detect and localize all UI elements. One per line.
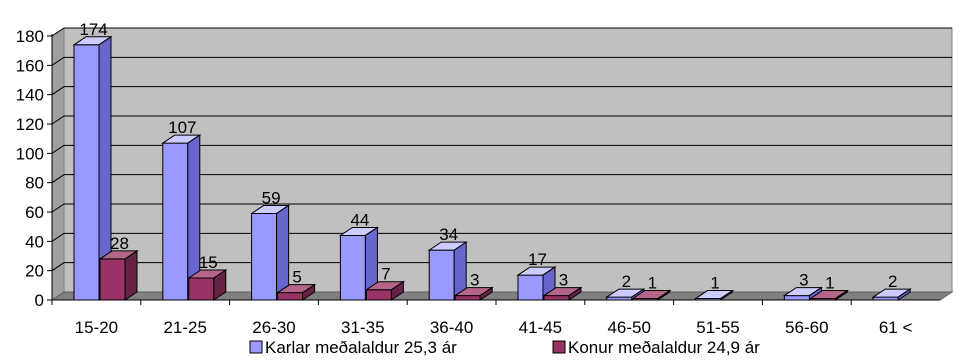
bar [453, 286, 494, 301]
data-label: 107 [168, 118, 196, 137]
x-category-label: 61 < [879, 318, 913, 337]
gridline [51, 262, 952, 272]
data-label: 3 [559, 271, 568, 290]
bar [98, 249, 139, 301]
bar [187, 269, 228, 301]
gridlines [51, 27, 952, 272]
legend: Karlar meðalaldur 25,3 ár Konur meðalald… [249, 338, 760, 357]
bar [542, 286, 583, 301]
x-axis-category-labels: 15-20 21-25 26-30 31-35 36-40 41-45 46-50 51-55… [51, 300, 913, 337]
bar [693, 289, 735, 301]
data-label: 174 [79, 20, 107, 39]
bar [338, 226, 380, 301]
bar [161, 134, 202, 301]
y-tick-label: 180 [16, 27, 44, 46]
gridline [51, 232, 952, 242]
bar [808, 289, 850, 301]
data-label: 5 [292, 268, 301, 287]
bar [427, 241, 468, 301]
x-category-label: 21-25 [163, 318, 206, 337]
data-label: 44 [350, 210, 369, 229]
x-category-label: 31-35 [341, 318, 384, 337]
data-label: 7 [381, 265, 390, 284]
bar [871, 288, 912, 301]
x-category-label: 36-40 [430, 318, 473, 337]
y-tick-label: 80 [25, 174, 44, 193]
data-label: 34 [439, 225, 458, 244]
y-tick-label: 120 [16, 115, 44, 134]
data-label: 3 [799, 271, 808, 290]
gridline [51, 174, 952, 184]
data-label: 17 [528, 250, 547, 269]
x-category-label: 15-20 [75, 318, 118, 337]
data-label: 2 [622, 272, 631, 291]
x-category-label: 26-30 [252, 318, 295, 337]
gridline [51, 203, 952, 213]
bar [605, 288, 646, 301]
x-category-label: 51-55 [696, 318, 739, 337]
x-category-label: 41-45 [519, 318, 562, 337]
legend-swatch-konur [552, 340, 566, 354]
gridline [51, 115, 952, 125]
data-label: 1 [648, 274, 657, 293]
bar [275, 283, 317, 301]
y-tick-label: 160 [16, 56, 44, 75]
gridline [51, 27, 952, 37]
legend-swatch-karlar [249, 340, 263, 354]
legend-label-konur: Konur meðalaldur 24,9 ár [568, 338, 760, 357]
y-axis-tick-labels: 0 20 40 60 80 100 120 140 160 180 [16, 27, 52, 310]
data-label: 15 [199, 253, 218, 272]
data-label: 2 [888, 272, 897, 291]
gridline [51, 56, 952, 66]
x-category-label: 46-50 [607, 318, 650, 337]
bar [249, 204, 291, 301]
data-label: 3 [470, 271, 479, 290]
data-label: 1 [825, 274, 834, 293]
bar [631, 289, 672, 301]
bar [364, 280, 406, 301]
data-label: 59 [262, 188, 281, 207]
legend-label-karlar: Karlar meðalaldur 25,3 ár [265, 338, 457, 357]
y-tick-label: 0 [35, 291, 44, 310]
data-label: 28 [110, 234, 129, 253]
y-tick-label: 140 [16, 86, 44, 105]
data-label: 1 [710, 274, 719, 293]
x-category-label: 56-60 [785, 318, 828, 337]
y-tick-label: 40 [25, 232, 44, 251]
plot-side-wall [51, 27, 65, 301]
y-tick-label: 60 [25, 203, 44, 222]
y-tick-label: 100 [16, 144, 44, 163]
bars [72, 35, 912, 301]
gridline [51, 86, 952, 96]
bar [72, 35, 113, 301]
gridline [51, 144, 952, 154]
y-tick-label: 20 [25, 262, 44, 281]
